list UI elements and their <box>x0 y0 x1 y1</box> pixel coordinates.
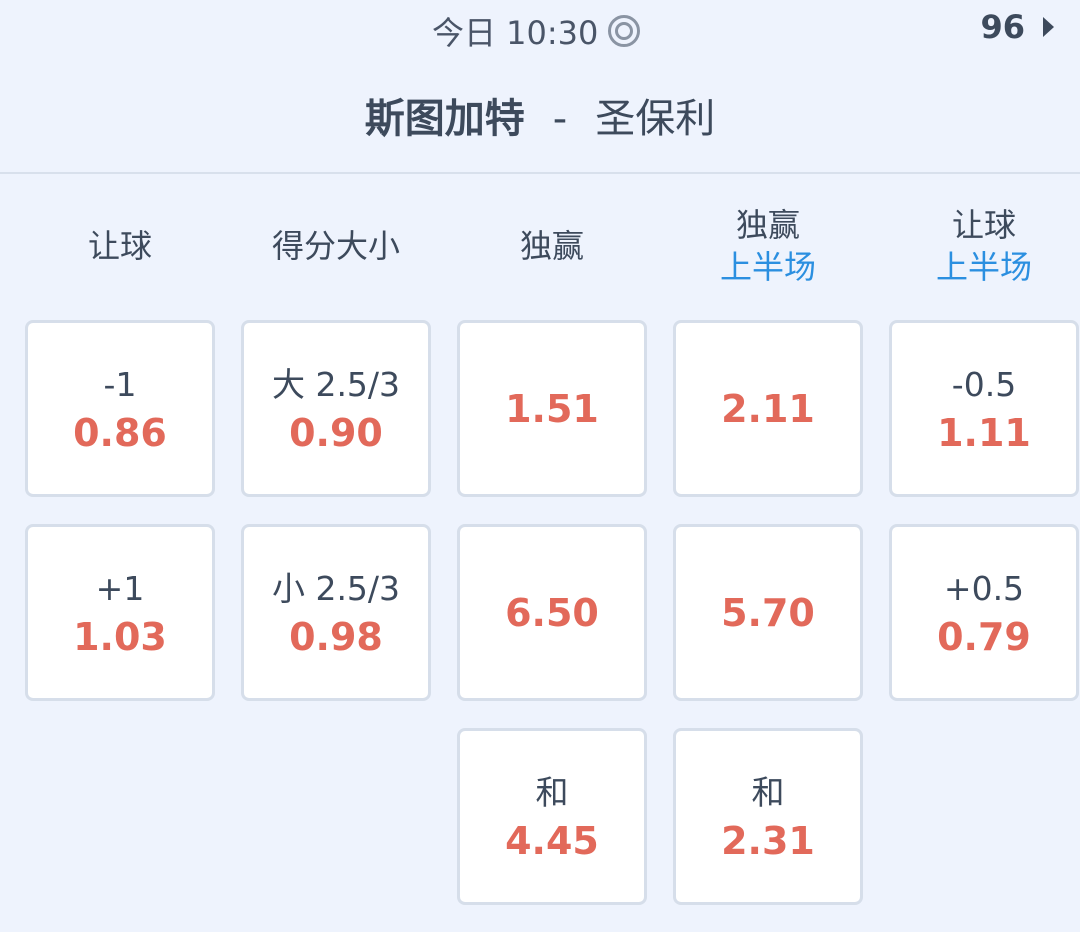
odds-cell[interactable]: 6.50 <box>457 524 647 701</box>
home-team: 斯图加特 <box>364 96 525 142</box>
match-header: 今日 10:30 96 斯图加特 - 圣保利 <box>0 0 1080 174</box>
target-icon <box>608 15 641 47</box>
odds-line: 小 2.5/3 <box>271 568 401 608</box>
odds-cell[interactable]: 2.11 <box>673 320 863 497</box>
odds-line: 和 <box>535 772 569 812</box>
odds-cell[interactable]: 小 2.5/3 0.98 <box>241 524 431 701</box>
odds-cell[interactable]: 5.70 <box>673 524 863 701</box>
market-title: 得分大小 <box>271 227 400 265</box>
market-period: 上半场 <box>935 248 1032 286</box>
odds-line: +1 <box>95 568 145 608</box>
odds-cell[interactable]: 大 2.5/3 0.90 <box>241 320 431 497</box>
odds-line: 和 <box>751 772 785 812</box>
market-title: 独赢 <box>735 206 800 244</box>
match-title: 斯图加特 - 圣保利 <box>0 86 1080 144</box>
odds-cell[interactable]: 和 2.31 <box>673 728 863 905</box>
odds-value: 5.70 <box>721 590 815 635</box>
odds-value: 1.51 <box>505 386 599 431</box>
more-markets-button[interactable]: 96 <box>980 8 1054 46</box>
market-column: 得分大小大 2.5/3 0.90 小 2.5/3 0.98 <box>241 172 431 932</box>
match-time: 今日 10:30 <box>432 8 641 54</box>
odds-cell[interactable]: 和 4.45 <box>457 728 647 905</box>
odds-value: 0.79 <box>937 614 1031 659</box>
odds-line: -0.5 <box>951 364 1017 404</box>
market-column: 让球 -1 0.86 +1 1.03 <box>25 172 215 932</box>
odds-cell[interactable]: -1 0.86 <box>25 320 215 497</box>
triangle-right-icon <box>1043 17 1054 37</box>
odds-value: 2.11 <box>721 386 815 431</box>
market-title: 让球 <box>87 227 152 265</box>
market-period: 上半场 <box>719 248 816 286</box>
odds-value: 0.98 <box>289 614 383 659</box>
odds-cell[interactable]: 1.51 <box>457 320 647 497</box>
odds-value: 1.03 <box>73 614 167 659</box>
odds-grid: 让球 -1 0.86 +1 1.03 得分大小大 2.5/3 0.90 小 2.5/3 0.98… <box>25 172 1079 932</box>
odds-line: -1 <box>103 364 137 404</box>
market-column: 让球上半场 -0.5 1.11 +0.5 0.79 <box>889 172 1079 932</box>
separator: - <box>552 96 568 142</box>
odds-cell[interactable]: +1 1.03 <box>25 524 215 701</box>
market-header: 让球 <box>25 172 215 320</box>
odds-value: 0.90 <box>289 410 383 455</box>
odds-value: 4.45 <box>505 818 599 863</box>
market-title: 让球 <box>951 206 1016 244</box>
away-team: 圣保利 <box>595 96 716 142</box>
odds-cell[interactable]: +0.5 0.79 <box>889 524 1079 701</box>
odds-cell[interactable]: -0.5 1.11 <box>889 320 1079 497</box>
match-time-text: 今日 10:30 <box>432 14 599 52</box>
odds-value: 0.86 <box>73 410 167 455</box>
market-header: 独赢 <box>457 172 647 320</box>
market-column: 独赢上半场 2.11 5.70 和 2.31 <box>673 172 863 932</box>
odds-line: 大 2.5/3 <box>271 364 401 404</box>
odds-value: 2.31 <box>721 818 815 863</box>
market-header: 独赢 上半场 <box>673 172 863 320</box>
market-header: 让球 上半场 <box>889 172 1079 320</box>
market-title: 独赢 <box>519 227 584 265</box>
market-header: 得分大小 <box>241 172 431 320</box>
market-count: 96 <box>980 8 1025 46</box>
odds-line: +0.5 <box>943 568 1025 608</box>
odds-value: 1.11 <box>937 410 1031 455</box>
odds-value: 6.50 <box>505 590 599 635</box>
market-column: 独赢 1.51 6.50 和 4.45 <box>457 172 647 932</box>
